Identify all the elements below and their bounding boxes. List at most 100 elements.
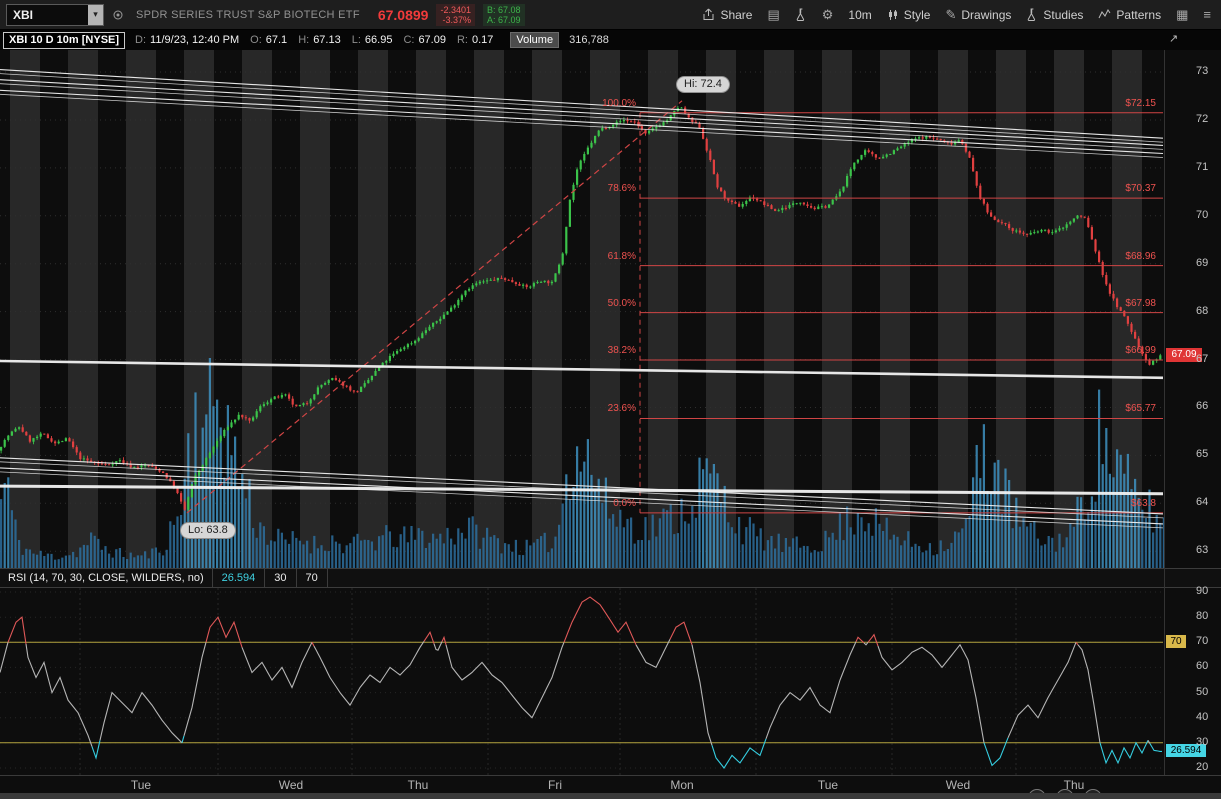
patterns-icon — [1098, 9, 1111, 20]
chevron-down-icon: ▾ — [93, 9, 98, 19]
time-axis-label: Thu — [407, 778, 429, 792]
rsi-tick-label: 40 — [1196, 710, 1209, 723]
ohlc-field-value: 66.95 — [364, 34, 393, 46]
rsi-tick-label: 80 — [1196, 610, 1209, 623]
fib-price-label: $65.77 — [1125, 403, 1156, 415]
ohlc-field-label: O: — [250, 34, 262, 46]
studies-flask-icon — [1026, 8, 1038, 21]
analysis-button[interactable] — [795, 8, 807, 21]
style-icon — [887, 9, 899, 21]
rsi-study-label[interactable]: RSI (14, 70, 30, CLOSE, WILDERS, no) — [8, 572, 204, 584]
ohlc-field-value: 67.09 — [418, 34, 446, 46]
time-axis[interactable]: Tue Wed Thu Fri Mon Tue Wed Thu — [0, 775, 1221, 793]
fib-percent-label: 38.2% — [607, 345, 636, 357]
fib-percent-label: 23.6% — [607, 403, 636, 415]
ohlc-field-label: R: — [456, 34, 468, 46]
ohlc-readout-bar: XBI 10 D 10m [NYSE] D: 11/9/23, 12:40 PM O… — [0, 30, 1221, 50]
fib-percent-label: 61.8% — [607, 250, 636, 262]
rsi-chart-canvas[interactable] — [0, 588, 1165, 775]
price-chart-canvas[interactable] — [0, 50, 1165, 568]
fib-price-label: $72.15 — [1125, 97, 1156, 109]
current-price-badge: 67.09 — [1166, 348, 1202, 363]
share-label: Share — [720, 7, 753, 22]
rsi-overbought-badge: 70 — [1166, 635, 1186, 649]
price-tick-label: 68 — [1196, 304, 1209, 317]
pencil-icon: ✎ — [945, 6, 957, 22]
fib-percent-label: 50.0% — [607, 297, 636, 309]
ohlc-field-value: 67.13 — [313, 34, 341, 46]
rsi-oversold-setting[interactable]: 30 — [264, 569, 295, 587]
share-button[interactable]: Share — [702, 8, 752, 22]
grid-layout-button[interactable]: ▦ — [1176, 7, 1188, 23]
ask-value: A: 67.09 — [486, 14, 521, 25]
volume-label[interactable]: Volume — [510, 32, 560, 48]
fib-price-label: $68.96 — [1125, 250, 1156, 262]
axis-divider — [1164, 50, 1165, 775]
rsi-value-badge: 26.594 — [1166, 744, 1206, 758]
ohlc-field-label: L: — [351, 34, 361, 46]
share-icon — [702, 8, 715, 21]
low-annotation-bubble: Lo: 63.8 — [180, 522, 236, 539]
style-label: Style — [903, 7, 931, 22]
symbol-dropdown-button[interactable]: ▾ — [88, 4, 103, 25]
rsi-study-header: RSI (14, 70, 30, CLOSE, WILDERS, no) 26.… — [0, 568, 1221, 588]
top-toolbar: XBI ▾ SPDR SERIES TRUST S&P BIOTECH ETF … — [0, 0, 1221, 30]
fib-price-label: $70.37 — [1125, 183, 1156, 195]
price-tick-label: 69 — [1196, 256, 1209, 269]
rsi-tick-label: 30 — [1196, 735, 1209, 748]
calendar-button[interactable]: ▤ — [767, 7, 779, 23]
studies-button[interactable]: Studies — [1026, 8, 1083, 22]
interval-label: 10m — [848, 7, 872, 22]
rsi-tick-label: 70 — [1196, 635, 1209, 648]
link-icon[interactable] — [112, 9, 124, 21]
time-axis-label: Tue — [817, 778, 839, 792]
studies-label: Studies — [1043, 7, 1084, 22]
price-tick-label: 67 — [1196, 352, 1209, 365]
ohlc-fields: D: 11/9/23, 12:40 PM O: 67.1 H: 67.13 L: 66.95 C… — [135, 34, 500, 46]
curve-icon[interactable]: ↗ — [1169, 33, 1179, 45]
time-axis-label: Wed — [278, 778, 304, 792]
ohlc-field-label: H: — [298, 34, 310, 46]
flask-icon — [795, 8, 807, 21]
price-pane[interactable]: Hi: 72.4 Lo: 63.8 67.09 73 72 71 70 69 68 67 66… — [0, 50, 1221, 568]
ohlc-field-value: 67.1 — [265, 34, 288, 46]
settings-button[interactable]: ⚙ — [822, 7, 834, 23]
price-tick-label: 72 — [1196, 112, 1209, 125]
fib-price-label: $66.99 — [1125, 345, 1156, 357]
time-axis-label: Mon — [670, 778, 694, 792]
gear-icon: ⚙ — [821, 6, 834, 22]
volume-value: 316,788 — [569, 34, 609, 46]
rsi-pane[interactable]: 70 26.594 90 80 70 60 50 40 30 20 — [0, 585, 1221, 775]
time-axis-label: Tue — [130, 778, 152, 792]
symbol-value: XBI — [13, 7, 34, 22]
change-absolute: -2.3401 — [440, 4, 471, 15]
rsi-tick-label: 50 — [1196, 685, 1209, 698]
price-tick-label: 64 — [1196, 496, 1209, 509]
fib-percent-label: 0.0% — [613, 497, 636, 509]
time-axis-label: Wed — [945, 778, 971, 792]
price-tick-label: 70 — [1196, 208, 1209, 221]
menu-button[interactable]: ≡ — [1203, 7, 1211, 22]
patterns-button[interactable]: Patterns — [1098, 8, 1161, 22]
bid-ask: B: 67.08 A: 67.09 — [482, 3, 525, 26]
fib-percent-label: 100.0% — [602, 97, 636, 109]
rsi-overbought-setting[interactable]: 70 — [295, 569, 328, 587]
price-tick-label: 66 — [1196, 400, 1209, 413]
interval-button[interactable]: 10m — [848, 8, 871, 22]
change-percent: -3.37% — [442, 14, 471, 25]
fib-percent-label: 78.6% — [607, 183, 636, 195]
rsi-current-value[interactable]: 26.594 — [211, 569, 265, 587]
chart-title[interactable]: XBI 10 D 10m [NYSE] — [3, 31, 126, 49]
patterns-label: Patterns — [1116, 7, 1162, 22]
rsi-tick-label: 60 — [1196, 660, 1209, 673]
fib-price-label: $67.98 — [1125, 297, 1156, 309]
style-button[interactable]: Style — [887, 7, 931, 22]
calendar-icon: ▤ — [767, 6, 780, 22]
grid-icon: ▦ — [1176, 6, 1189, 22]
window-bottom-strip — [0, 793, 1221, 799]
drawings-button[interactable]: ✎ Drawings — [945, 7, 1011, 23]
rsi-tick-label: 90 — [1196, 585, 1209, 598]
symbol-combo[interactable]: XBI ▾ — [6, 3, 104, 26]
last-price: 67.0899 — [377, 6, 429, 23]
